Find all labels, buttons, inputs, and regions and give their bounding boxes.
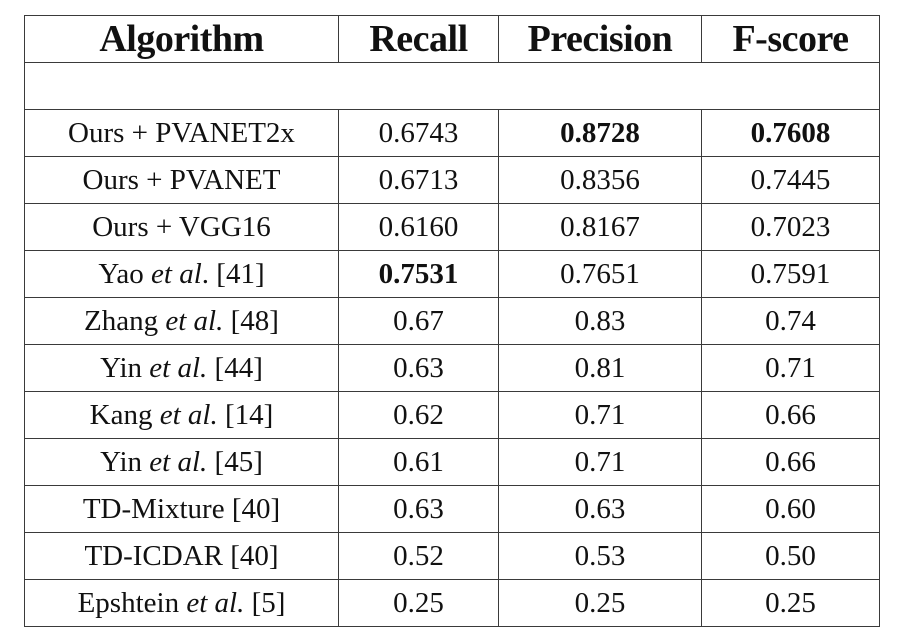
et-al-text: et al. bbox=[149, 445, 208, 478]
algorithm-cell: Ours + PVANET bbox=[24, 156, 339, 204]
header-precision: Precision bbox=[498, 15, 702, 63]
algorithm-cell: Zhang et al. [48] bbox=[24, 297, 339, 345]
table-body: Ours + PVANET2x 0.6743 0.8728 0.7608 Ours + … bbox=[24, 109, 880, 627]
algorithm-cell: Yao et al. [41] bbox=[24, 250, 339, 298]
et-al-text: et al. bbox=[159, 398, 218, 431]
precision-cell: 0.71 bbox=[498, 438, 702, 486]
fscore-cell: 0.66 bbox=[701, 391, 880, 439]
precision-cell: 0.71 bbox=[498, 391, 702, 439]
table-row: Ours + VGG16 0.6160 0.8167 0.7023 bbox=[24, 203, 880, 251]
algorithm-name: TD-Mixture [40] bbox=[82, 492, 281, 525]
et-al-text: et al. bbox=[186, 586, 245, 619]
algorithm-name: Yin bbox=[100, 445, 150, 478]
fscore-cell: 0.7445 bbox=[701, 156, 880, 204]
fscore-cell: 0.50 bbox=[701, 532, 880, 580]
algorithm-cell: Yin et al. [44] bbox=[24, 344, 339, 392]
et-al-text: et al bbox=[151, 257, 202, 290]
fscore-cell: 0.60 bbox=[701, 485, 880, 533]
header-row: Algorithm Recall Precision F-score bbox=[24, 15, 880, 63]
header-fscore: F-score bbox=[701, 15, 880, 63]
fscore-cell: 0.7023 bbox=[701, 203, 880, 251]
recall-cell: 0.63 bbox=[338, 485, 499, 533]
reference-text: [44] bbox=[207, 351, 263, 384]
fscore-cell: 0.66 bbox=[701, 438, 880, 486]
algorithm-name: Ours + VGG16 bbox=[92, 210, 271, 243]
et-al-text: et al. bbox=[149, 351, 208, 384]
table-row: Yin et al. [45] 0.61 0.71 0.66 bbox=[24, 438, 880, 486]
recall-cell: 0.6713 bbox=[338, 156, 499, 204]
recall-cell: 0.62 bbox=[338, 391, 499, 439]
results-table: Algorithm Recall Precision F-score Ours … bbox=[24, 15, 880, 627]
algorithm-name: Yin bbox=[100, 351, 150, 384]
algorithm-name: TD-ICDAR [40] bbox=[84, 539, 279, 572]
precision-cell: 0.83 bbox=[498, 297, 702, 345]
algorithm-cell: TD-Mixture [40] bbox=[24, 485, 339, 533]
algorithm-cell: Epshtein et al. [5] bbox=[24, 579, 339, 627]
precision-cell: 0.8728 bbox=[498, 109, 702, 157]
precision-cell: 0.7651 bbox=[498, 250, 702, 298]
fscore-cell: 0.25 bbox=[701, 579, 880, 627]
precision-cell: 0.8167 bbox=[498, 203, 702, 251]
algorithm-cell: Ours + VGG16 bbox=[24, 203, 339, 251]
table-row: Zhang et al. [48] 0.67 0.83 0.74 bbox=[24, 297, 880, 345]
recall-cell: 0.63 bbox=[338, 344, 499, 392]
precision-cell: 0.53 bbox=[498, 532, 702, 580]
precision-cell: 0.25 bbox=[498, 579, 702, 627]
algorithm-name: Ours + PVANET2x bbox=[68, 116, 295, 149]
table-row: Yin et al. [44] 0.63 0.81 0.71 bbox=[24, 344, 880, 392]
algorithm-name: Ours + PVANET bbox=[82, 163, 281, 196]
fscore-cell: 0.71 bbox=[701, 344, 880, 392]
algorithm-name: Yao bbox=[98, 257, 152, 290]
reference-text: [5] bbox=[244, 586, 286, 619]
reference-text: . [41] bbox=[201, 257, 265, 290]
precision-cell: 0.81 bbox=[498, 344, 702, 392]
recall-cell: 0.25 bbox=[338, 579, 499, 627]
recall-cell: 0.52 bbox=[338, 532, 499, 580]
precision-cell: 0.63 bbox=[498, 485, 702, 533]
et-al-text: et al. bbox=[165, 304, 224, 337]
reference-text: [14] bbox=[217, 398, 274, 431]
header-recall: Recall bbox=[338, 15, 499, 63]
header-separator bbox=[24, 62, 880, 110]
algorithm-cell: TD-ICDAR [40] bbox=[24, 532, 339, 580]
table-row: Yao et al. [41] 0.7531 0.7651 0.7591 bbox=[24, 250, 880, 298]
table-row: Epshtein et al. [5] 0.25 0.25 0.25 bbox=[24, 579, 880, 627]
table-row: Ours + PVANET 0.6713 0.8356 0.7445 bbox=[24, 156, 880, 204]
algorithm-name: Epshtein bbox=[77, 586, 187, 619]
table-row: TD-Mixture [40] 0.63 0.63 0.60 bbox=[24, 485, 880, 533]
table-row: TD-ICDAR [40] 0.52 0.53 0.50 bbox=[24, 532, 880, 580]
algorithm-cell: Yin et al. [45] bbox=[24, 438, 339, 486]
recall-cell: 0.67 bbox=[338, 297, 499, 345]
recall-cell: 0.6160 bbox=[338, 203, 499, 251]
algorithm-name: Kang bbox=[89, 398, 160, 431]
fscore-cell: 0.7591 bbox=[701, 250, 880, 298]
precision-cell: 0.8356 bbox=[498, 156, 702, 204]
recall-cell: 0.61 bbox=[338, 438, 499, 486]
table-row: Kang et al. [14] 0.62 0.71 0.66 bbox=[24, 391, 880, 439]
reference-text: [45] bbox=[207, 445, 263, 478]
header-algorithm: Algorithm bbox=[24, 15, 339, 63]
algorithm-name: Zhang bbox=[84, 304, 166, 337]
reference-text: [48] bbox=[223, 304, 279, 337]
recall-cell: 0.7531 bbox=[338, 250, 499, 298]
table-row: Ours + PVANET2x 0.6743 0.8728 0.7608 bbox=[24, 109, 880, 157]
fscore-cell: 0.74 bbox=[701, 297, 880, 345]
recall-cell: 0.6743 bbox=[338, 109, 499, 157]
fscore-cell: 0.7608 bbox=[701, 109, 880, 157]
algorithm-cell: Ours + PVANET2x bbox=[24, 109, 339, 157]
algorithm-cell: Kang et al. [14] bbox=[24, 391, 339, 439]
